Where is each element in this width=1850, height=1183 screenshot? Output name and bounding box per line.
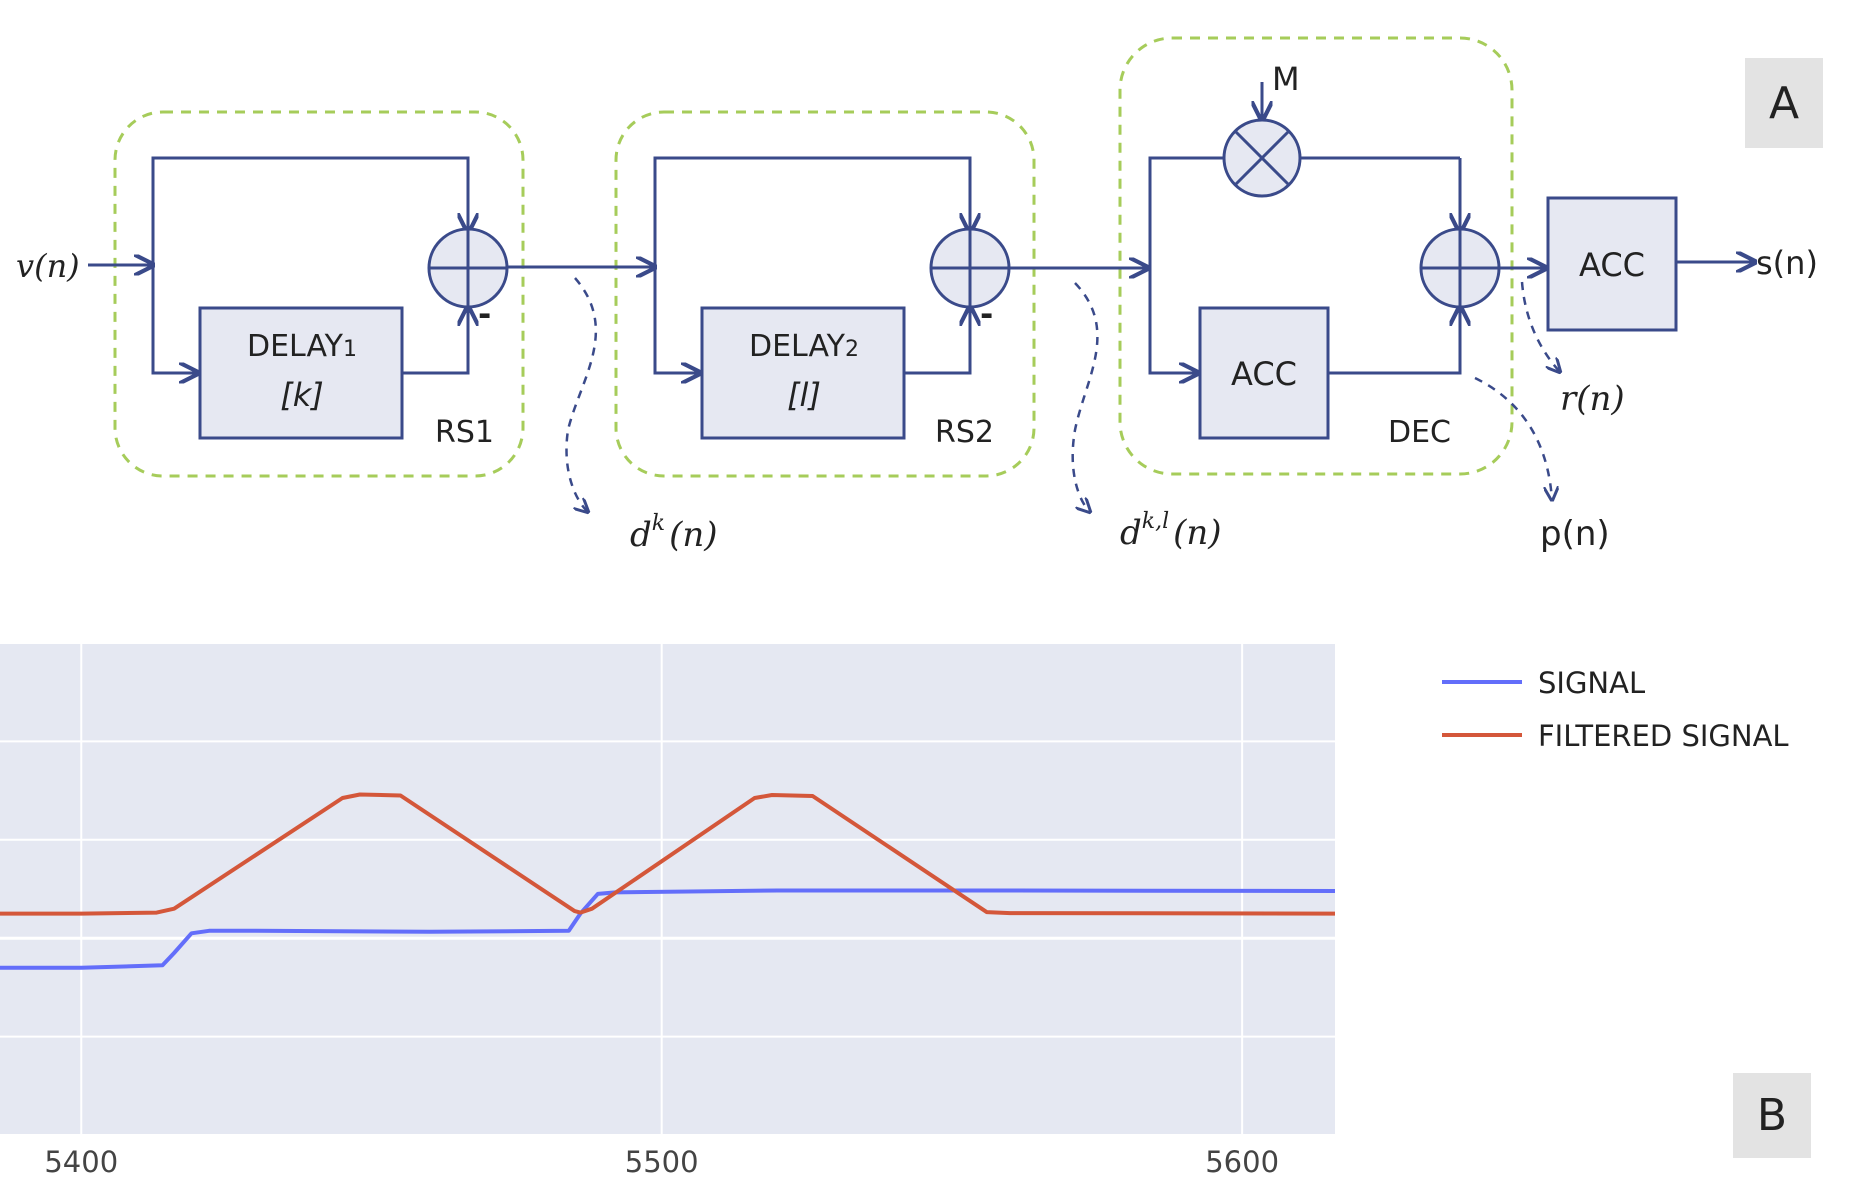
- tap-r-label: r(n): [1560, 379, 1625, 419]
- delay2-block-param: [l]: [787, 376, 821, 414]
- rs1-adder-icon: [427, 227, 509, 309]
- tap1-arrow: [565, 277, 598, 512]
- x-tick-label: 5500: [625, 1145, 699, 1179]
- panel-b-label: B: [1757, 1090, 1787, 1141]
- dec-adder-icon: [1419, 227, 1501, 309]
- rs1-label: RS1: [435, 415, 494, 450]
- panel-a-label: A: [1769, 78, 1799, 129]
- chart: 5400 5500 5600 SIGNAL FILTERED SIGNAL B: [0, 642, 1811, 1179]
- chart-legend: SIGNAL FILTERED SIGNAL: [1442, 666, 1789, 753]
- dec-wiring: [1148, 82, 1755, 373]
- delay2-block: [700, 306, 906, 440]
- chart-series: [0, 792, 1335, 970]
- chart-grid: [0, 642, 1335, 1136]
- rs1-wiring: [88, 156, 655, 373]
- chart-x-ticks: 5400 5500 5600: [44, 1145, 1279, 1179]
- legend-label-signal: SIGNAL: [1538, 666, 1645, 700]
- output-label: s(n): [1756, 244, 1818, 282]
- delay1-block: [198, 306, 404, 440]
- dec-multiplier-icon: [1222, 118, 1302, 198]
- tap1-label: dk (n): [630, 511, 718, 555]
- rs2-wiring: [653, 156, 1148, 373]
- rs2-adder-icon: [929, 227, 1011, 309]
- delay2-block-label: DELAY2: [749, 329, 859, 364]
- x-tick-label: 5400: [44, 1145, 118, 1179]
- tap2-arrow: [1071, 282, 1099, 512]
- rs2-group-outline: [614, 110, 1036, 478]
- tap-r-arrow: [1520, 281, 1560, 372]
- dec-acc-block-label: ACC: [1231, 355, 1297, 393]
- panel-b-label-box: [1733, 1073, 1811, 1158]
- tap2-label: dk,l (n): [1120, 509, 1222, 553]
- legend-label-filtered: FILTERED SIGNAL: [1538, 719, 1789, 753]
- rs2-minus-sign: -: [980, 295, 993, 333]
- tap-p-label: p(n): [1540, 514, 1610, 554]
- panel-a-label-box: [1745, 58, 1823, 148]
- delay1-block-label: DELAY1: [247, 329, 357, 364]
- series-line-filtered-signal: [0, 792, 1335, 916]
- rs2-label: RS2: [935, 415, 994, 450]
- series-line-signal: [0, 888, 1335, 970]
- tap-p-arrow: [1474, 376, 1552, 500]
- rs1-minus-sign: -: [478, 295, 491, 333]
- delay1-block-param: [k]: [280, 376, 324, 414]
- final-acc-block-label: ACC: [1579, 246, 1645, 284]
- input-label: v(n): [16, 247, 80, 285]
- multiplier-input-label: M: [1272, 60, 1300, 98]
- dec-group-outline: [1118, 36, 1514, 476]
- rs1-group-outline: [113, 110, 525, 478]
- dec-label: DEC: [1388, 415, 1451, 450]
- final-acc-block: [1546, 196, 1678, 332]
- dec-acc-block: [1198, 306, 1330, 440]
- x-tick-label: 5600: [1205, 1145, 1279, 1179]
- block-diagram: A v(n) DELAY1 [k] - RS1 dk (n): [16, 36, 1823, 555]
